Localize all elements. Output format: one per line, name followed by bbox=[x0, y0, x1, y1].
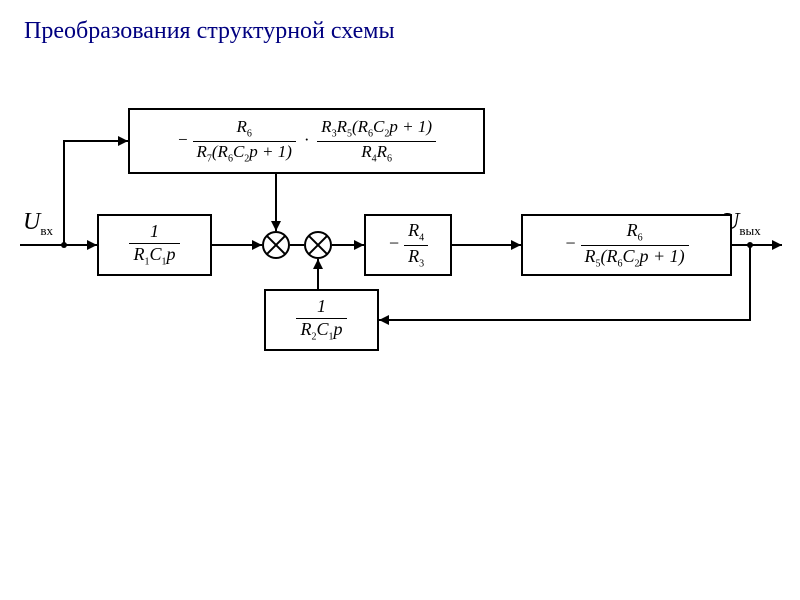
arrow-into-b3 bbox=[511, 240, 521, 250]
arrow-into-sum2-bottom bbox=[313, 259, 323, 269]
wire-up-to-top bbox=[63, 140, 65, 246]
b2-expr: − R4 R3 bbox=[388, 221, 428, 269]
arrow-into-b4 bbox=[379, 315, 389, 325]
block-b1: 1 R1C1p bbox=[97, 214, 212, 276]
arrow-into-sum1-top bbox=[271, 221, 281, 231]
uin-sub: вх bbox=[40, 223, 53, 238]
b4-expr: 1 R2C1p bbox=[296, 297, 346, 342]
wire-sum1-sum2 bbox=[290, 244, 304, 246]
summer-2 bbox=[304, 231, 332, 259]
block-top: − R6 R7(R6C2p + 1) · R3R5(R6C2p + 1) R4R… bbox=[128, 108, 485, 174]
arrow-into-sum1 bbox=[252, 240, 262, 250]
b1-expr: 1 R1C1p bbox=[129, 222, 179, 267]
arrow-into-topblock bbox=[118, 136, 128, 146]
arrow-into-b2 bbox=[354, 240, 364, 250]
wire-input bbox=[20, 244, 97, 246]
block-b2: − R4 R3 bbox=[364, 214, 452, 276]
wire-down-from-output bbox=[749, 246, 751, 321]
arrow-output bbox=[772, 240, 782, 250]
input-label: Uвх bbox=[23, 209, 53, 239]
b3-expr: − R6 R5(R6C2p + 1) bbox=[564, 221, 688, 269]
summer-1 bbox=[262, 231, 290, 259]
top-expr: − R6 R7(R6C2p + 1) · R3R5(R6C2p + 1) R4R… bbox=[177, 118, 436, 164]
page-title: Преобразования структурной схемы bbox=[24, 18, 395, 45]
block-b3: − R6 R5(R6C2p + 1) bbox=[521, 214, 732, 276]
uin-sym: U bbox=[23, 209, 40, 235]
arrow-into-b1 bbox=[87, 240, 97, 250]
uout-sub: вых bbox=[739, 223, 760, 238]
title-text: Преобразования структурной схемы bbox=[24, 18, 395, 44]
wire-left-to-b4 bbox=[379, 319, 751, 321]
block-b4: 1 R2C1p bbox=[264, 289, 379, 351]
